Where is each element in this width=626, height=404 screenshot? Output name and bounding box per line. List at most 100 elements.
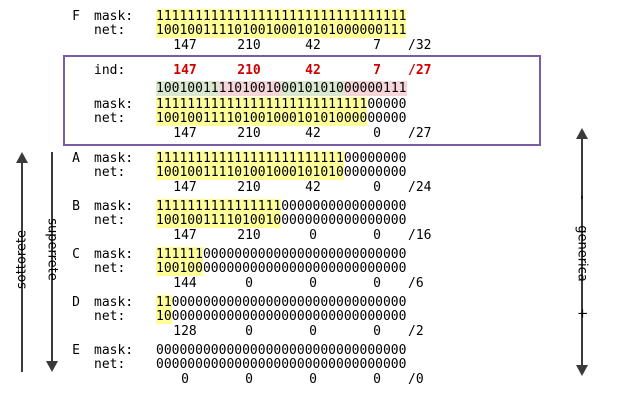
- row-letter-d: D: [72, 295, 80, 310]
- octet-value: 210: [237, 38, 261, 53]
- octet-value: 7: [373, 63, 381, 78]
- net-bits: 10010000000000000000000000000000: [156, 261, 407, 276]
- octet-value: 0: [373, 180, 381, 195]
- prefix-length: /2: [408, 324, 424, 339]
- prefix-length: /27: [408, 126, 432, 141]
- octet-value: 0: [373, 276, 381, 291]
- row-letter-f: F: [72, 9, 80, 24]
- net-bits: 00000000000000000000000000000000: [156, 357, 407, 372]
- octet-values-row: 147 210 42 0/24: [156, 181, 576, 196]
- axis-label-plus: +: [574, 308, 590, 319]
- row-label-mask: mask:: [94, 199, 134, 214]
- prefix-length: /0: [408, 372, 424, 387]
- octet-value: 0: [309, 276, 317, 291]
- octet-value: 42: [305, 38, 321, 53]
- prefix-length: /6: [408, 276, 424, 291]
- octet-value: 0: [245, 324, 253, 339]
- net-bits: 10010011110100100010101000000111: [156, 23, 407, 38]
- octet-value: 147: [173, 180, 197, 195]
- octet-value: 210: [237, 228, 261, 243]
- octet-value: 210: [237, 63, 261, 78]
- row-letter-a: A: [72, 151, 80, 166]
- octet-value: 42: [305, 180, 321, 195]
- arrow-down-icon: [576, 365, 588, 376]
- octet-value: 0: [245, 276, 253, 291]
- net-bits: 10010011110100100010101000000000: [156, 111, 407, 126]
- mask-bits: 11111111111111111111111100000000: [156, 151, 407, 166]
- octet-values-row: 147 210 42 7/27: [156, 64, 576, 79]
- mask-bits: 11000000000000000000000000000000: [156, 295, 407, 310]
- row-label-net: net:: [94, 261, 126, 276]
- net-bits: 10010011110100100000000000000000: [156, 213, 407, 228]
- row-label-net: net:: [94, 357, 126, 372]
- row-label-net: net:: [94, 213, 126, 228]
- ind-bits: 10010011110100100010101000000111: [156, 81, 407, 96]
- arrow-up-icon: [576, 128, 588, 139]
- octet-value: 210: [237, 180, 261, 195]
- octet-value: 0: [373, 372, 381, 387]
- axis-line: [581, 136, 583, 368]
- octet-value: 0: [309, 228, 317, 243]
- mask-bits: 11111111111111110000000000000000: [156, 199, 407, 214]
- prefix-length: /32: [408, 38, 432, 53]
- octet-value: 147: [173, 126, 197, 141]
- octet-value: 0: [309, 372, 317, 387]
- prefix-length: /16: [408, 228, 432, 243]
- row-letter-e: E: [72, 343, 80, 358]
- octet-value: 147: [173, 228, 197, 243]
- octet-value: 0: [373, 126, 381, 141]
- octet-values-row: 147 210 0 0/16: [156, 229, 576, 244]
- prefix-length: /27: [408, 63, 432, 78]
- mask-bits: 11111111111111111111111111111111: [156, 9, 407, 24]
- axis-label-minus: -: [574, 195, 590, 200]
- row-label-net: net:: [94, 23, 126, 38]
- axis-label-generica: generica: [574, 225, 590, 282]
- row-label-net: net:: [94, 309, 126, 324]
- octet-value: 210: [237, 126, 261, 141]
- prefix-length: /24: [408, 180, 432, 195]
- axis-label-superrete: superrete: [44, 218, 60, 281]
- octet-value: 0: [373, 324, 381, 339]
- row-label-net: net:: [94, 111, 126, 126]
- octet-value: 0: [181, 372, 189, 387]
- net-bits: 10010011110100100010101000000000: [156, 165, 407, 180]
- row-label-mask: mask:: [94, 295, 134, 310]
- octet-values-row: 147 210 42 7/32: [156, 39, 576, 54]
- octet-value: 42: [305, 126, 321, 141]
- axis-generica: - generica +: [568, 128, 596, 376]
- octet-values-row: 147 210 42 0/27: [156, 127, 576, 142]
- arrow-down-icon: [46, 361, 58, 372]
- axis-sottorete: sottorete: [8, 152, 36, 372]
- row-letter-c: C: [72, 247, 80, 262]
- octet-value: 42: [305, 63, 321, 78]
- row-label-mask: mask:: [94, 9, 134, 24]
- octet-value: 7: [373, 38, 381, 53]
- octet-value: 0: [245, 372, 253, 387]
- axis-line: [21, 160, 23, 372]
- octet-value: 0: [373, 228, 381, 243]
- octet-values-row: 144 0 0 0/6: [156, 277, 576, 292]
- highlight-box: [63, 55, 541, 146]
- row-label-mask: mask:: [94, 97, 134, 112]
- row-letter-b: B: [72, 199, 80, 214]
- row-label-mask: mask:: [94, 247, 134, 262]
- axis-line: [51, 152, 53, 364]
- arrow-up-icon: [16, 152, 28, 163]
- mask-bits: 11111100000000000000000000000000: [156, 247, 407, 262]
- octet-value: 147: [173, 63, 197, 78]
- mask-bits: 11111111111111111111111111100000: [156, 97, 407, 112]
- net-bits: 10000000000000000000000000000000: [156, 309, 407, 324]
- octet-values-row: 0 0 0 0/0: [156, 373, 576, 388]
- axis-label-sottorete: sottorete: [14, 229, 30, 290]
- row-label-ind: ind:: [94, 63, 126, 78]
- row-label-mask: mask:: [94, 343, 134, 358]
- axis-superrete: superrete: [40, 152, 64, 372]
- row-label-net: net:: [94, 165, 126, 180]
- octet-value: 128: [173, 324, 197, 339]
- octet-value: 0: [309, 324, 317, 339]
- mask-bits: 00000000000000000000000000000000: [156, 343, 407, 358]
- octet-value: 147: [173, 38, 197, 53]
- row-label-mask: mask:: [94, 151, 134, 166]
- octet-values-row: 128 0 0 0/2: [156, 325, 576, 340]
